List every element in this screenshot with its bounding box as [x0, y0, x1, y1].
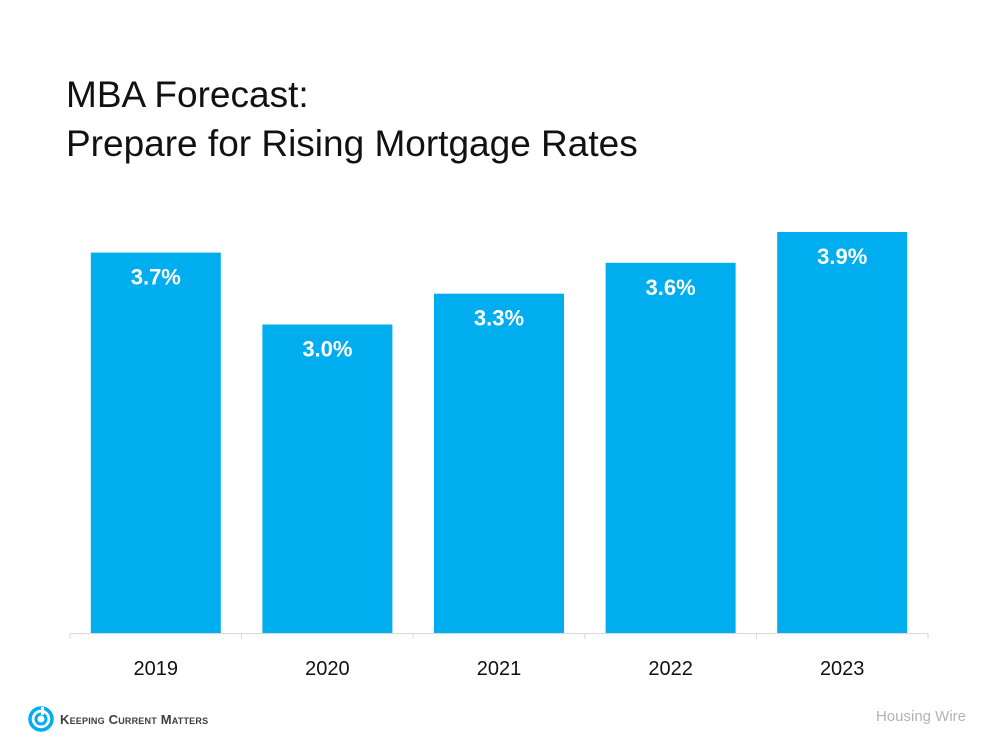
chart-title-line-1: MBA Forecast:	[66, 74, 309, 115]
x-tick-label-2021: 2021	[477, 658, 522, 680]
x-tick-label-2022: 2022	[648, 658, 693, 680]
data-label-2022: 3.6%	[646, 275, 696, 300]
chart-title: MBA Forecast: Prepare for Rising Mortgag…	[66, 70, 638, 168]
bar-chart: 3.7% 2019 3.0% 2020 3.3% 2021 3.6% 2022 3.9% 2023	[69, 232, 929, 680]
swirl-icon	[28, 706, 54, 732]
logo-text: Keeping Current Matters	[60, 711, 209, 727]
bar-2023	[777, 232, 908, 633]
bar-2021	[434, 293, 564, 633]
data-label-2023: 3.9%	[817, 244, 867, 269]
bar-2019	[90, 252, 221, 633]
data-label-2021: 3.3%	[474, 306, 524, 331]
x-tick-label-2019: 2019	[134, 658, 179, 680]
data-label-2020: 3.0%	[302, 337, 352, 362]
data-label-2019: 3.7%	[131, 265, 181, 290]
bar-2022	[605, 262, 736, 633]
x-tick-label-2020: 2020	[305, 658, 350, 680]
x-tick-label-2023: 2023	[820, 658, 865, 680]
bar-2020	[262, 324, 393, 633]
kcm-logo: Keeping Current Matters	[28, 706, 208, 732]
source-credit: Housing Wire	[875, 708, 966, 725]
chart-title-line-2: Prepare for Rising Mortgage Rates	[66, 123, 638, 164]
